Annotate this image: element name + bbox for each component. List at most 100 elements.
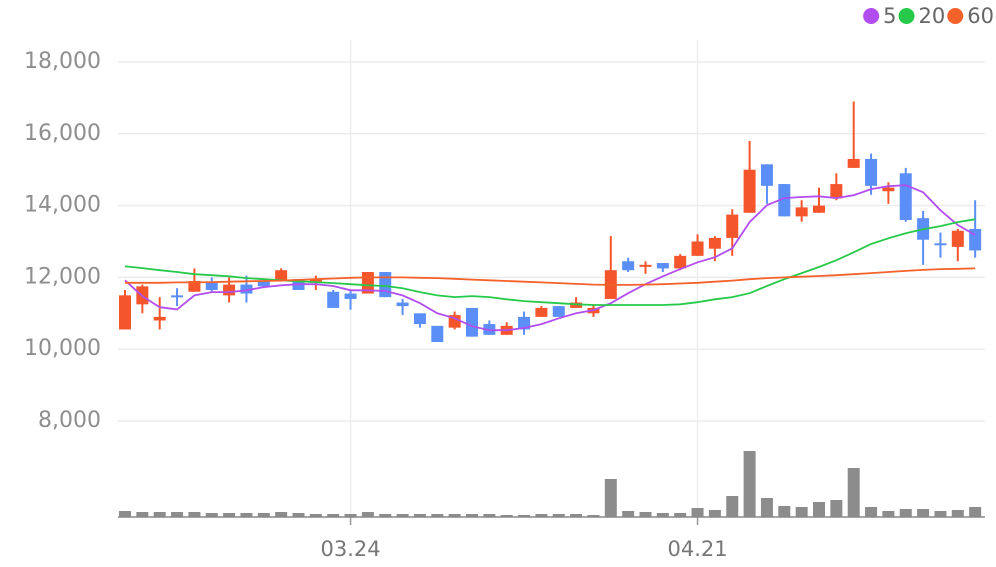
volume-bar bbox=[275, 512, 288, 517]
volume-bar bbox=[934, 511, 947, 517]
candle bbox=[570, 297, 583, 308]
candle bbox=[153, 297, 166, 330]
volume-bar bbox=[865, 507, 878, 517]
candle-body bbox=[847, 158, 860, 168]
candle-body bbox=[830, 184, 843, 199]
candle-body bbox=[778, 184, 791, 217]
legend-item: 5 bbox=[863, 4, 897, 28]
candle bbox=[483, 320, 496, 335]
candle bbox=[327, 289, 340, 308]
volume-bar bbox=[639, 512, 652, 517]
volume-bar bbox=[327, 514, 340, 517]
candle-body bbox=[691, 241, 704, 256]
candle bbox=[431, 325, 444, 343]
volume-bar bbox=[136, 512, 149, 517]
volume-bar bbox=[188, 512, 201, 517]
candle bbox=[552, 306, 565, 317]
candle-body bbox=[396, 302, 409, 307]
volume-bar bbox=[535, 514, 548, 517]
volume-bar bbox=[361, 512, 374, 517]
y-tick-label: 18,000 bbox=[24, 49, 101, 74]
candle bbox=[813, 187, 825, 213]
volume-bar bbox=[830, 500, 843, 517]
legend-label: 5 bbox=[883, 4, 896, 28]
candle bbox=[379, 272, 392, 298]
legend-item: 60 bbox=[947, 4, 994, 28]
volume-bar bbox=[587, 515, 600, 517]
candle-body bbox=[466, 307, 478, 337]
candle-body bbox=[171, 295, 184, 298]
candle bbox=[119, 289, 131, 330]
candle-body bbox=[934, 243, 947, 246]
candle-body bbox=[622, 261, 635, 271]
volume-bar bbox=[899, 509, 912, 517]
candle-body bbox=[327, 291, 340, 308]
volume-bar bbox=[552, 514, 565, 517]
y-tick-label: 10,000 bbox=[24, 336, 101, 361]
candle bbox=[934, 232, 947, 258]
volume-bar bbox=[431, 514, 444, 517]
candle bbox=[917, 210, 930, 265]
volume-bar bbox=[882, 511, 895, 517]
volume-bar bbox=[171, 512, 184, 517]
candle bbox=[396, 298, 409, 316]
volume-bar bbox=[760, 498, 773, 517]
candle-body bbox=[119, 295, 131, 330]
volume-bar bbox=[257, 513, 270, 517]
volume-bar bbox=[622, 511, 635, 517]
candle bbox=[830, 173, 843, 201]
candle-body bbox=[535, 307, 548, 317]
candle-body bbox=[743, 169, 756, 213]
legend-marker bbox=[947, 8, 964, 24]
candle bbox=[899, 167, 912, 222]
candle-body bbox=[309, 279, 322, 283]
candle bbox=[518, 311, 531, 335]
y-tick-label: 8,000 bbox=[38, 408, 101, 433]
candle-body bbox=[865, 158, 878, 186]
moving-average-line bbox=[124, 218, 976, 306]
y-tick-label: 16,000 bbox=[24, 121, 101, 146]
volume-bar bbox=[292, 513, 305, 517]
legend-item: 20 bbox=[898, 4, 945, 28]
legend-marker bbox=[898, 8, 915, 24]
candle bbox=[466, 307, 478, 337]
volume-bar bbox=[656, 513, 669, 517]
candle-body bbox=[275, 270, 288, 281]
volume-bar bbox=[674, 513, 687, 517]
candle bbox=[275, 268, 288, 281]
candle-body bbox=[240, 284, 253, 294]
volume-bar bbox=[344, 514, 357, 517]
candle-body bbox=[813, 205, 825, 213]
volume-bar bbox=[518, 515, 531, 517]
candle-body bbox=[882, 187, 895, 192]
volume-bar bbox=[969, 507, 982, 517]
volume-bar bbox=[500, 515, 513, 517]
candle bbox=[188, 268, 201, 292]
candle-body bbox=[639, 264, 652, 267]
candle-body bbox=[899, 173, 912, 220]
candle-body bbox=[223, 284, 236, 296]
candle bbox=[691, 234, 704, 256]
moving-average-line bbox=[125, 267, 976, 286]
x-tick-label: 04.21 bbox=[667, 537, 727, 561]
volume-bar bbox=[691, 508, 704, 517]
volume-bar bbox=[466, 514, 478, 517]
candle-body bbox=[795, 207, 808, 217]
volume-bar bbox=[448, 514, 461, 517]
candle bbox=[639, 261, 652, 274]
candle bbox=[969, 200, 982, 258]
candle-body bbox=[379, 272, 392, 298]
volume-bar bbox=[483, 514, 496, 517]
candle-body bbox=[969, 228, 982, 251]
volume-bar bbox=[951, 510, 964, 517]
candle-body bbox=[708, 237, 721, 249]
volume-bar bbox=[240, 513, 253, 517]
x-tick-label: 03.24 bbox=[320, 537, 380, 561]
candle bbox=[413, 313, 426, 328]
candle bbox=[865, 153, 878, 195]
moving-average-line bbox=[124, 184, 976, 332]
volume-bar bbox=[813, 502, 825, 517]
candle-body bbox=[413, 313, 426, 325]
